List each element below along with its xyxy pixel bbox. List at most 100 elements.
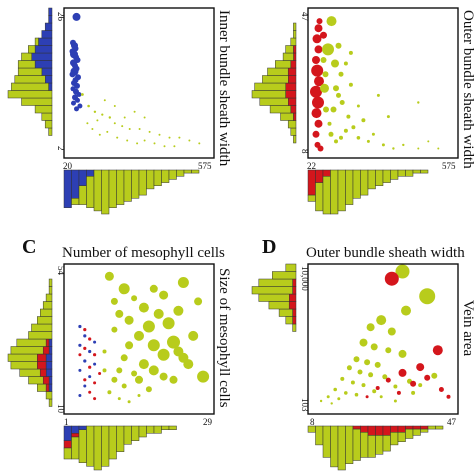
panel-d-point-red: [416, 363, 425, 372]
panel-b-y-hist-bar: [259, 97, 289, 106]
panel-a-y-hist-bar: [28, 45, 36, 54]
panel-a-y-hist-bar: [48, 82, 53, 91]
panel-a-point-blue: [71, 100, 76, 106]
panel-a-point-yellowgreen: [158, 133, 161, 136]
panel-c-y-hist-bar: [10, 346, 44, 355]
panel-c-x-tick-right: 29: [203, 417, 213, 427]
panel-b-y-hist-bar: [280, 112, 294, 121]
panel-c-point-yellowgreen: [183, 359, 194, 370]
panel-c-point-yellowgreen: [125, 341, 134, 350]
panel-b-x-hist-bar: [397, 169, 406, 177]
panel-c-y-hist-bar: [37, 316, 53, 325]
panel-b-point-yellowgreen: [339, 135, 343, 140]
panel-b-point-yellowgreen: [346, 114, 351, 119]
panel-b-x-hist-bar: [345, 169, 354, 205]
panel-d-x-hist-bar: [405, 425, 414, 430]
panel-d-plot-frame: [307, 263, 459, 415]
panel-c-point-blue: [93, 340, 97, 344]
panel-b-point-yellowgreen: [356, 104, 360, 108]
panel-a-x-hist-bar: [116, 169, 125, 205]
panel-a-y-histogram: [7, 7, 53, 136]
panel-c-x-hist-bar: [78, 429, 87, 463]
panel-b-x-hist-bar: [315, 182, 324, 212]
panel-c-point-yellowgreen: [131, 295, 138, 302]
panel-b-point-yellowgreen: [348, 82, 353, 87]
panel-d-x-hist-bar: [405, 428, 414, 439]
panel-a-y-tick-top: 26: [56, 12, 66, 22]
panel-b-y-hist-bar: [254, 82, 286, 91]
panel-c-point-blue: [88, 375, 92, 379]
panel-d-point-yellowgreen: [431, 372, 438, 379]
panel-c-y-hist-bar: [42, 301, 53, 310]
panel-c-point-yellowgreen: [131, 370, 138, 377]
panel-b-point-yellowgreen: [386, 115, 390, 119]
panel-d-point-yellowgreen: [419, 288, 436, 305]
panel-d-y-hist-bar: [251, 286, 293, 295]
panel-a-point-blue: [75, 97, 80, 103]
panel-b-point-yellowgreen: [335, 42, 342, 49]
panel-a-x-hist-bar: [123, 169, 132, 202]
panel-c-point-yellowgreen: [149, 284, 158, 293]
panel-d-x-hist-bar: [390, 425, 399, 433]
panel-d-x-hist-bar: [390, 432, 399, 446]
panel-a-point-yellowgreen: [138, 128, 141, 130]
panel-d-point-red: [410, 380, 417, 387]
panel-c-point-yellowgreen: [162, 317, 175, 330]
panel-c-x-hist-bar: [161, 425, 170, 430]
panel-b-point-red: [317, 145, 324, 152]
panel-a-point-yellowgreen: [148, 130, 151, 133]
panel-c-point-yellowgreen: [167, 335, 180, 349]
panel-d-y-tick-top: 10,000: [300, 266, 310, 291]
panel-c-y-hist-bar: [45, 368, 53, 377]
panel-a-point-yellowgreen: [81, 93, 84, 96]
panel-c-points: [78, 271, 210, 404]
panel-d-point-yellowgreen: [368, 372, 374, 378]
panel-d-y-tick-bottom: 103: [300, 398, 310, 412]
panel-b-point-yellowgreen: [392, 147, 395, 150]
panel-d-y-hist-bar: [278, 308, 293, 317]
panel-a-x-hist-bar: [176, 169, 185, 177]
panel-d-point-yellowgreen: [333, 387, 338, 392]
panel-b-x-histogram: [307, 169, 429, 215]
panel-c-point-yellowgreen: [145, 386, 152, 393]
panel-a-x-hist-bar: [78, 185, 87, 205]
panel-c-letter: C: [22, 236, 36, 258]
panel-c-point-blue: [88, 349, 92, 354]
panel-d-point-yellowgreen: [393, 399, 397, 403]
panel-b-x-hist-bar: [367, 169, 376, 190]
panel-c-y-hist-bar: [16, 338, 47, 347]
panel-a-point-yellowgreen: [168, 136, 171, 139]
panel-b-x-hist-bar: [307, 169, 316, 196]
panel-c-point-blue: [93, 362, 97, 366]
panel-a-x-hist-bar: [78, 169, 87, 186]
panel-a-points: [69, 12, 201, 148]
panel-b-y-hist-bar: [290, 37, 297, 46]
panel-c-point-yellowgreen: [147, 339, 160, 352]
panel-d-point-red: [432, 345, 443, 356]
panel-b-x-hist-bar: [405, 169, 414, 177]
panel-d-point-yellowgreen: [357, 369, 363, 375]
panel-a-point-yellowgreen: [143, 139, 146, 142]
panel-b-point-yellowgreen: [338, 71, 344, 77]
panel-b-x-hist-bar: [337, 169, 346, 212]
panel-d-x-tick-right: 47: [447, 417, 457, 427]
panel-d-letter: D: [262, 236, 276, 258]
panel-a-point-yellowgreen: [198, 142, 201, 145]
panel-a-y-hist-bar: [48, 127, 53, 136]
panel-b-point-red: [312, 34, 322, 44]
panel-d-point-yellowgreen: [385, 347, 392, 354]
panel-b-point-yellowgreen: [333, 85, 339, 92]
panel-a-x-hist-bar: [71, 198, 80, 205]
panel-b-point-red: [310, 85, 322, 98]
panel-b-point-yellowgreen: [327, 121, 332, 126]
panel-b-x-hist-bar: [412, 169, 421, 174]
panel-b-y-hist-bar: [285, 82, 297, 91]
panel-a-y-hist-bar: [44, 75, 53, 84]
panel-b-point-yellowgreen: [339, 100, 345, 105]
panel-c-point-blue: [78, 368, 82, 372]
panel-d-x-hist-bar: [322, 425, 331, 458]
panel-d-y-hist-bar: [292, 278, 297, 287]
panel-a-plot-frame: [63, 7, 215, 159]
panel-d-point-red: [396, 390, 401, 395]
